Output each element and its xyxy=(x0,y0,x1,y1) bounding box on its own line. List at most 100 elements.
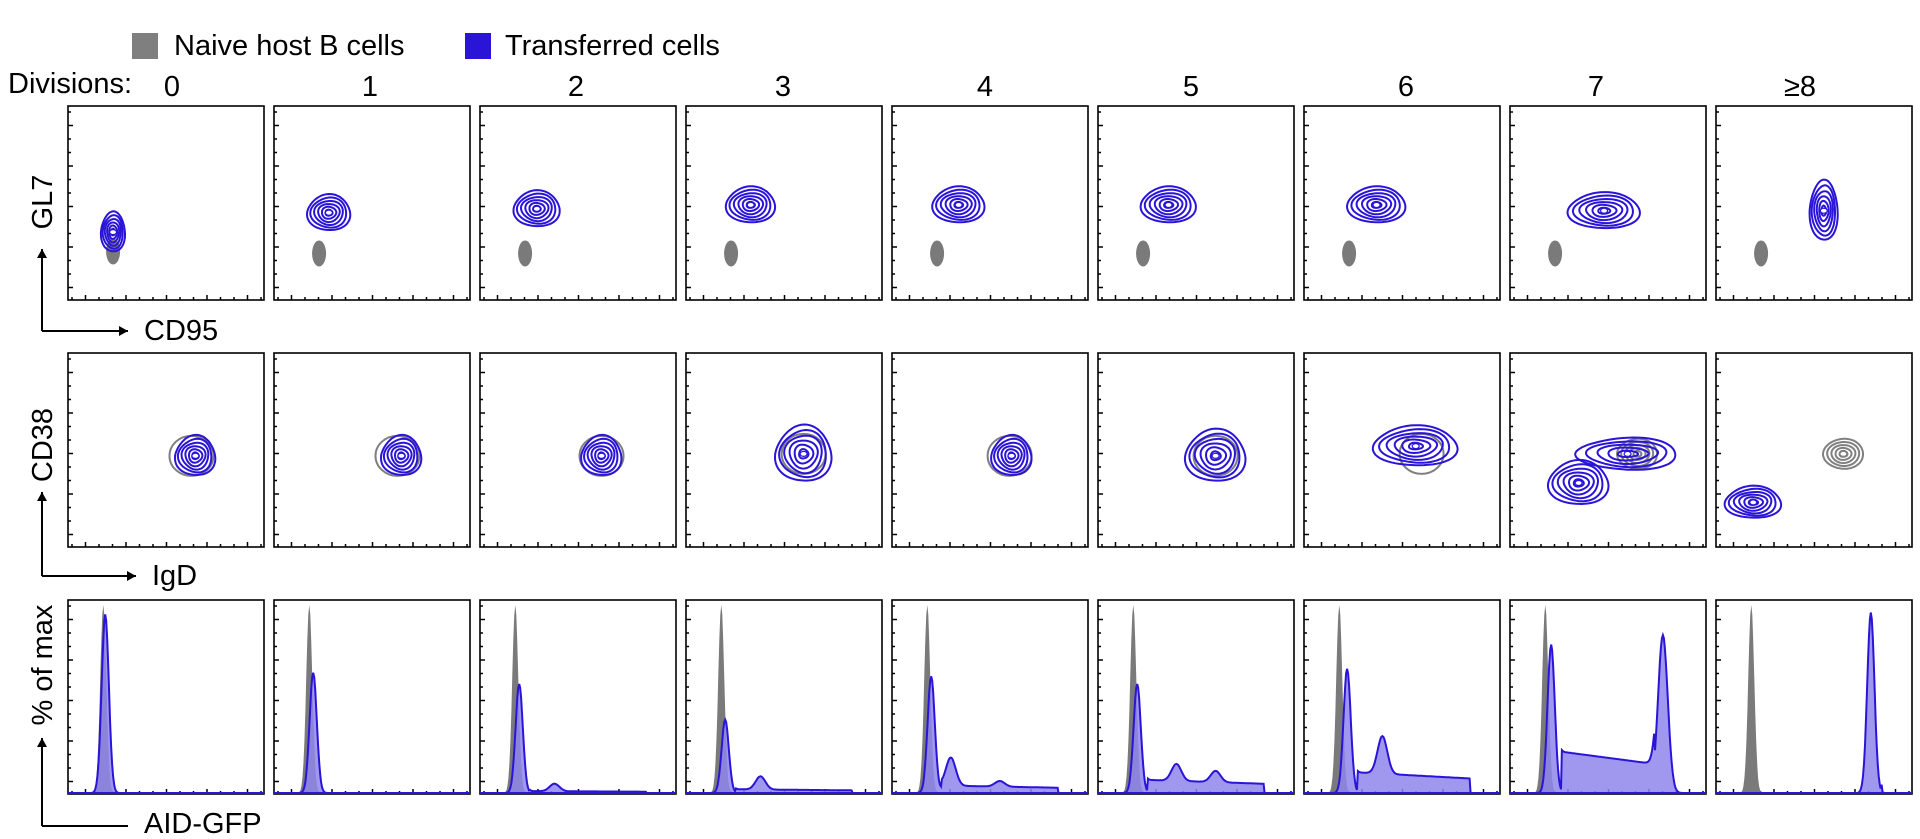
transferred-contour xyxy=(580,433,623,476)
transferred-contour xyxy=(1193,437,1237,475)
transferred-contour xyxy=(993,437,1029,474)
panel-frame xyxy=(1303,352,1501,548)
transferred-contour-center xyxy=(1623,450,1632,457)
transferred-contour xyxy=(1199,442,1232,471)
transferred-contour xyxy=(944,195,973,216)
naive-contour xyxy=(1830,444,1857,465)
panel-ticks xyxy=(686,111,880,300)
naive-population xyxy=(1342,240,1357,267)
transferred-histogram xyxy=(68,614,264,794)
transferred-contour xyxy=(1546,458,1610,506)
panel-frame xyxy=(479,105,677,301)
transferred-contour xyxy=(1360,195,1393,216)
panel-ticks xyxy=(274,358,468,547)
transferred-contour-center xyxy=(1599,207,1609,214)
y-axis-arrow-head xyxy=(37,492,47,501)
transferred-contour xyxy=(1585,201,1624,222)
naive-contour xyxy=(1826,441,1861,467)
transferred-contour xyxy=(1004,448,1020,464)
transferred-contour-center xyxy=(746,201,755,209)
transferred-contour xyxy=(1355,192,1397,219)
transferred-contour xyxy=(1596,443,1660,466)
row3-xlabel: AID-GFP xyxy=(144,808,262,839)
transferred-contour xyxy=(317,203,341,224)
transferred-contour xyxy=(793,443,815,465)
transferred-contour-center xyxy=(397,452,406,459)
transferred-contour xyxy=(188,448,204,464)
transferred-contour xyxy=(520,196,553,223)
panel-ticks xyxy=(1098,111,1292,300)
transferred-contour xyxy=(1571,194,1634,227)
row1-axis-annotation: GL7 CD95 xyxy=(27,175,218,347)
legend-label-naive: Naive host B cells xyxy=(174,30,405,62)
division-header: 3 xyxy=(775,71,791,103)
transferred-contour xyxy=(783,434,823,475)
division-header: 1 xyxy=(362,71,378,103)
panel-cd38-igd xyxy=(479,352,677,548)
row2-xlabel: IgD xyxy=(152,560,197,592)
transferred-contour-center xyxy=(1411,443,1420,450)
transferred-contour-center xyxy=(1007,452,1016,459)
transferred-contour xyxy=(1188,432,1241,479)
panel-ticks xyxy=(68,111,262,300)
transferred-contour xyxy=(1743,496,1764,509)
naive-population xyxy=(930,240,945,267)
panel-cd38-igd xyxy=(1715,352,1913,548)
panel-ticks xyxy=(1716,111,1910,300)
transferred-contour xyxy=(724,185,777,224)
transferred-contour xyxy=(931,185,986,224)
transferred-contour-center xyxy=(191,452,200,459)
naive-contour xyxy=(1620,441,1655,467)
naive-population xyxy=(724,240,739,267)
x-axis-arrow-head xyxy=(119,326,128,336)
transferred-contour xyxy=(180,441,210,471)
panel-frame xyxy=(67,105,265,301)
panel-aid-gfp xyxy=(1509,599,1707,795)
transferred-contour xyxy=(939,192,977,219)
panel-ticks xyxy=(1098,358,1292,547)
transferred-contour xyxy=(103,217,122,247)
panel-aid-gfp xyxy=(1715,599,1913,795)
y-axis-arrow-head xyxy=(37,738,47,747)
transferred-histogram xyxy=(274,672,470,794)
transferred-contour xyxy=(1617,449,1639,458)
panel-aid-gfp xyxy=(685,599,883,795)
transferred-contour xyxy=(524,199,550,220)
transferred-contour xyxy=(1366,198,1388,213)
row2-ylabel: CD38 xyxy=(27,408,59,482)
transferred-contour xyxy=(106,221,121,244)
transferred-histogram xyxy=(1716,612,1912,794)
transferred-contour xyxy=(778,428,827,479)
transferred-contour xyxy=(1723,484,1783,519)
transferred-contour-center xyxy=(799,450,808,457)
transferred-contour xyxy=(935,188,981,221)
panel-ticks xyxy=(1304,358,1498,547)
naive-population xyxy=(1548,240,1563,267)
panel-gl7-cd95 xyxy=(1509,105,1707,301)
panel-ticks xyxy=(480,358,674,547)
panel-cd38-igd xyxy=(1097,352,1295,548)
transferred-contour xyxy=(1385,432,1444,461)
y-axis-arrow-head xyxy=(37,249,47,258)
transferred-contour xyxy=(305,192,352,231)
panel-ticks xyxy=(68,358,262,547)
panel-aid-gfp xyxy=(1097,599,1295,795)
transferred-contour xyxy=(1584,440,1668,469)
panel-ticks xyxy=(1716,358,1910,547)
transferred-contour xyxy=(1597,206,1612,215)
panel-cd38-igd xyxy=(891,352,1089,548)
naive-contour xyxy=(1192,434,1239,477)
transferred-contour xyxy=(1818,199,1830,223)
transferred-contour xyxy=(1727,487,1777,517)
x-axis-arrow-head xyxy=(127,571,136,581)
transferred-histogram xyxy=(686,716,882,794)
transferred-histogram xyxy=(1098,683,1294,794)
panel-gl7-cd95 xyxy=(1097,105,1295,301)
division-headers: 0 1 2 3 4 5 6 7 ≥8 xyxy=(164,71,1816,103)
panel-frame xyxy=(891,352,1089,548)
transferred-histogram xyxy=(892,676,1088,794)
transferred-contour xyxy=(1204,446,1228,466)
transferred-contour-center xyxy=(954,201,963,209)
division-header: 6 xyxy=(1398,71,1414,103)
